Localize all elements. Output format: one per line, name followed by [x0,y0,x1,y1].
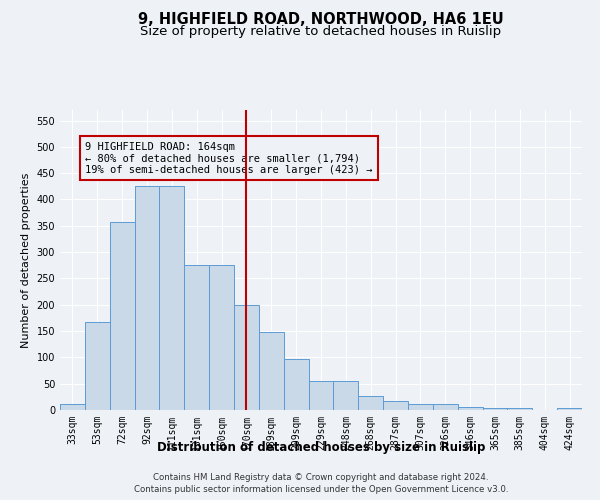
Bar [160,186,184,410]
Bar [60,404,85,410]
Bar [334,381,358,410]
Bar [184,266,209,410]
Bar [234,304,259,410]
Bar [557,408,582,410]
Bar [134,186,160,410]
Bar [433,404,458,410]
Bar [85,322,110,410]
Bar [284,359,308,410]
Bar [308,381,334,410]
Bar [110,222,134,410]
Text: Size of property relative to detached houses in Ruislip: Size of property relative to detached ho… [140,25,502,38]
Text: Distribution of detached houses by size in Ruislip: Distribution of detached houses by size … [157,441,485,454]
Text: 9 HIGHFIELD ROAD: 164sqm
← 80% of detached houses are smaller (1,794)
19% of sem: 9 HIGHFIELD ROAD: 164sqm ← 80% of detach… [85,142,373,175]
Bar [259,332,284,410]
Bar [358,396,383,410]
Text: Contains public sector information licensed under the Open Government Licence v3: Contains public sector information licen… [134,484,508,494]
Bar [482,408,508,410]
Y-axis label: Number of detached properties: Number of detached properties [21,172,31,348]
Bar [458,407,482,410]
Bar [508,408,532,410]
Text: 9, HIGHFIELD ROAD, NORTHWOOD, HA6 1EU: 9, HIGHFIELD ROAD, NORTHWOOD, HA6 1EU [138,12,504,28]
Bar [408,404,433,410]
Bar [209,266,234,410]
Text: Contains HM Land Registry data © Crown copyright and database right 2024.: Contains HM Land Registry data © Crown c… [153,473,489,482]
Bar [383,401,408,410]
